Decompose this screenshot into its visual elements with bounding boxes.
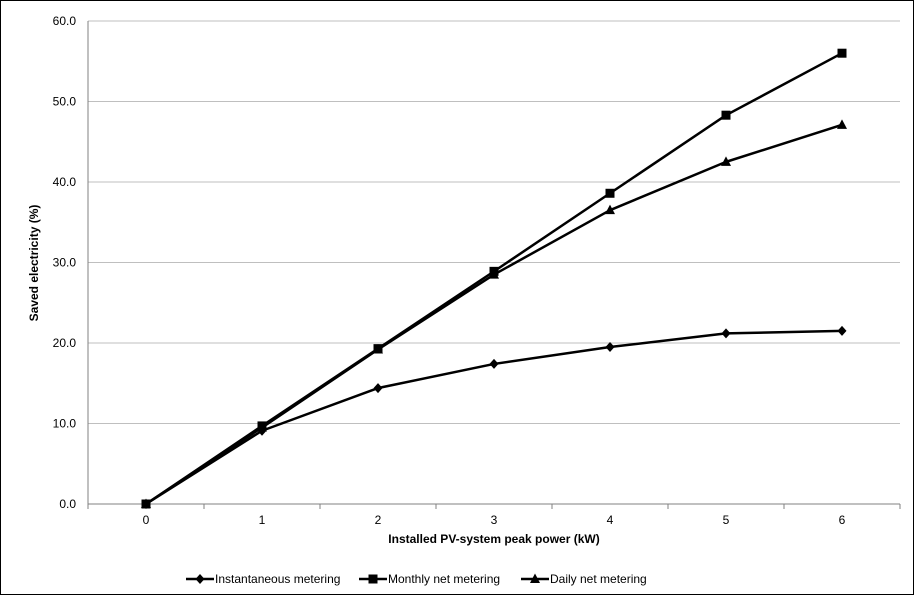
legend-label: Instantaneous metering <box>215 572 340 586</box>
series-instantaneous-metering <box>141 325 847 509</box>
x-tick-label: 5 <box>723 513 730 527</box>
data-point <box>489 269 499 279</box>
y-tick-label: 50.0 <box>53 95 77 109</box>
data-point <box>257 422 267 432</box>
data-point <box>837 48 847 58</box>
legend-label: Monthly net metering <box>388 572 500 586</box>
x-tick-label: 0 <box>143 513 150 527</box>
legend-item: Monthly net metering <box>359 572 500 586</box>
y-tick-label: 10.0 <box>53 417 77 431</box>
y-tick-label: 40.0 <box>53 175 77 189</box>
legend-item: Daily net metering <box>521 572 647 586</box>
legend-marker <box>530 573 540 583</box>
y-tick-label: 20.0 <box>53 336 77 350</box>
legend-item: Instantaneous metering <box>186 572 340 586</box>
data-point <box>721 110 731 120</box>
data-point <box>489 358 499 369</box>
x-tick-label: 4 <box>607 513 614 527</box>
legend-marker <box>195 574 205 584</box>
series-daily-net-metering <box>141 119 847 508</box>
data-point <box>141 498 151 508</box>
data-point <box>605 204 615 215</box>
data-point <box>373 343 383 354</box>
data-point <box>837 119 847 129</box>
legend: Instantaneous metering Monthly net meteri… <box>186 572 647 586</box>
data-point <box>721 328 731 339</box>
x-tick-label: 6 <box>839 513 846 527</box>
axes: 0.0 10.0 20.0 30.0 40.0 50.0 60.0 0 1 2 3 4 5 6 <box>53 14 901 527</box>
data-point <box>837 325 847 336</box>
x-tick-label: 1 <box>259 513 266 527</box>
legend-label: Daily net metering <box>550 572 647 586</box>
y-tick-label: 60.0 <box>53 14 77 28</box>
series-line <box>145 329 843 506</box>
y-tick-label: 0.0 <box>59 497 76 511</box>
data-point <box>605 188 615 198</box>
gridlines <box>88 20 900 424</box>
x-axis-title: Installed PV-system peak power (kW) <box>388 532 599 546</box>
data-point <box>373 383 383 394</box>
series-group <box>141 48 847 509</box>
x-tick-label: 3 <box>491 513 498 527</box>
legend-marker <box>368 574 378 584</box>
data-point <box>721 156 731 166</box>
x-tick-label: 2 <box>375 513 382 527</box>
y-tick-label: 30.0 <box>53 256 77 270</box>
y-axis-title: Saved electricity (%) <box>27 205 41 322</box>
data-point <box>605 342 615 353</box>
